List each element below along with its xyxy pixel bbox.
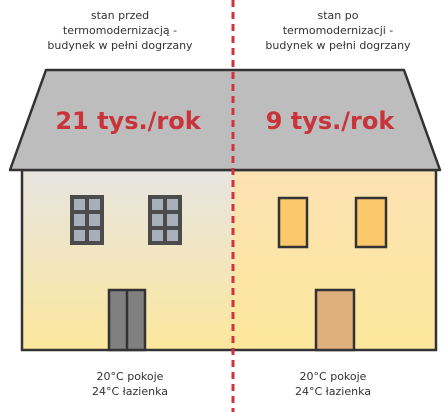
caption: stan przed xyxy=(91,9,149,22)
caption: termomodernizacją - xyxy=(63,24,177,37)
caption: budynek w pełni dogrzany xyxy=(265,39,411,52)
caption: termomodernizacji - xyxy=(283,24,394,37)
house-comparison: stan przed termomodernizacją - budynek w… xyxy=(0,0,444,412)
cost: 21 tys./rok xyxy=(55,107,201,135)
caption: stan po xyxy=(318,9,359,22)
caption: budynek w pełni dogrzany xyxy=(47,39,193,52)
temperature: 20°C pokoje xyxy=(300,370,367,383)
temperature: 24°C łazienka xyxy=(295,385,371,398)
temperature: 20°C pokoje xyxy=(97,370,164,383)
door-after xyxy=(316,290,354,350)
temperature: 24°C łazienka xyxy=(92,385,168,398)
cost: 9 tys./rok xyxy=(266,107,396,135)
door-before xyxy=(109,290,145,350)
